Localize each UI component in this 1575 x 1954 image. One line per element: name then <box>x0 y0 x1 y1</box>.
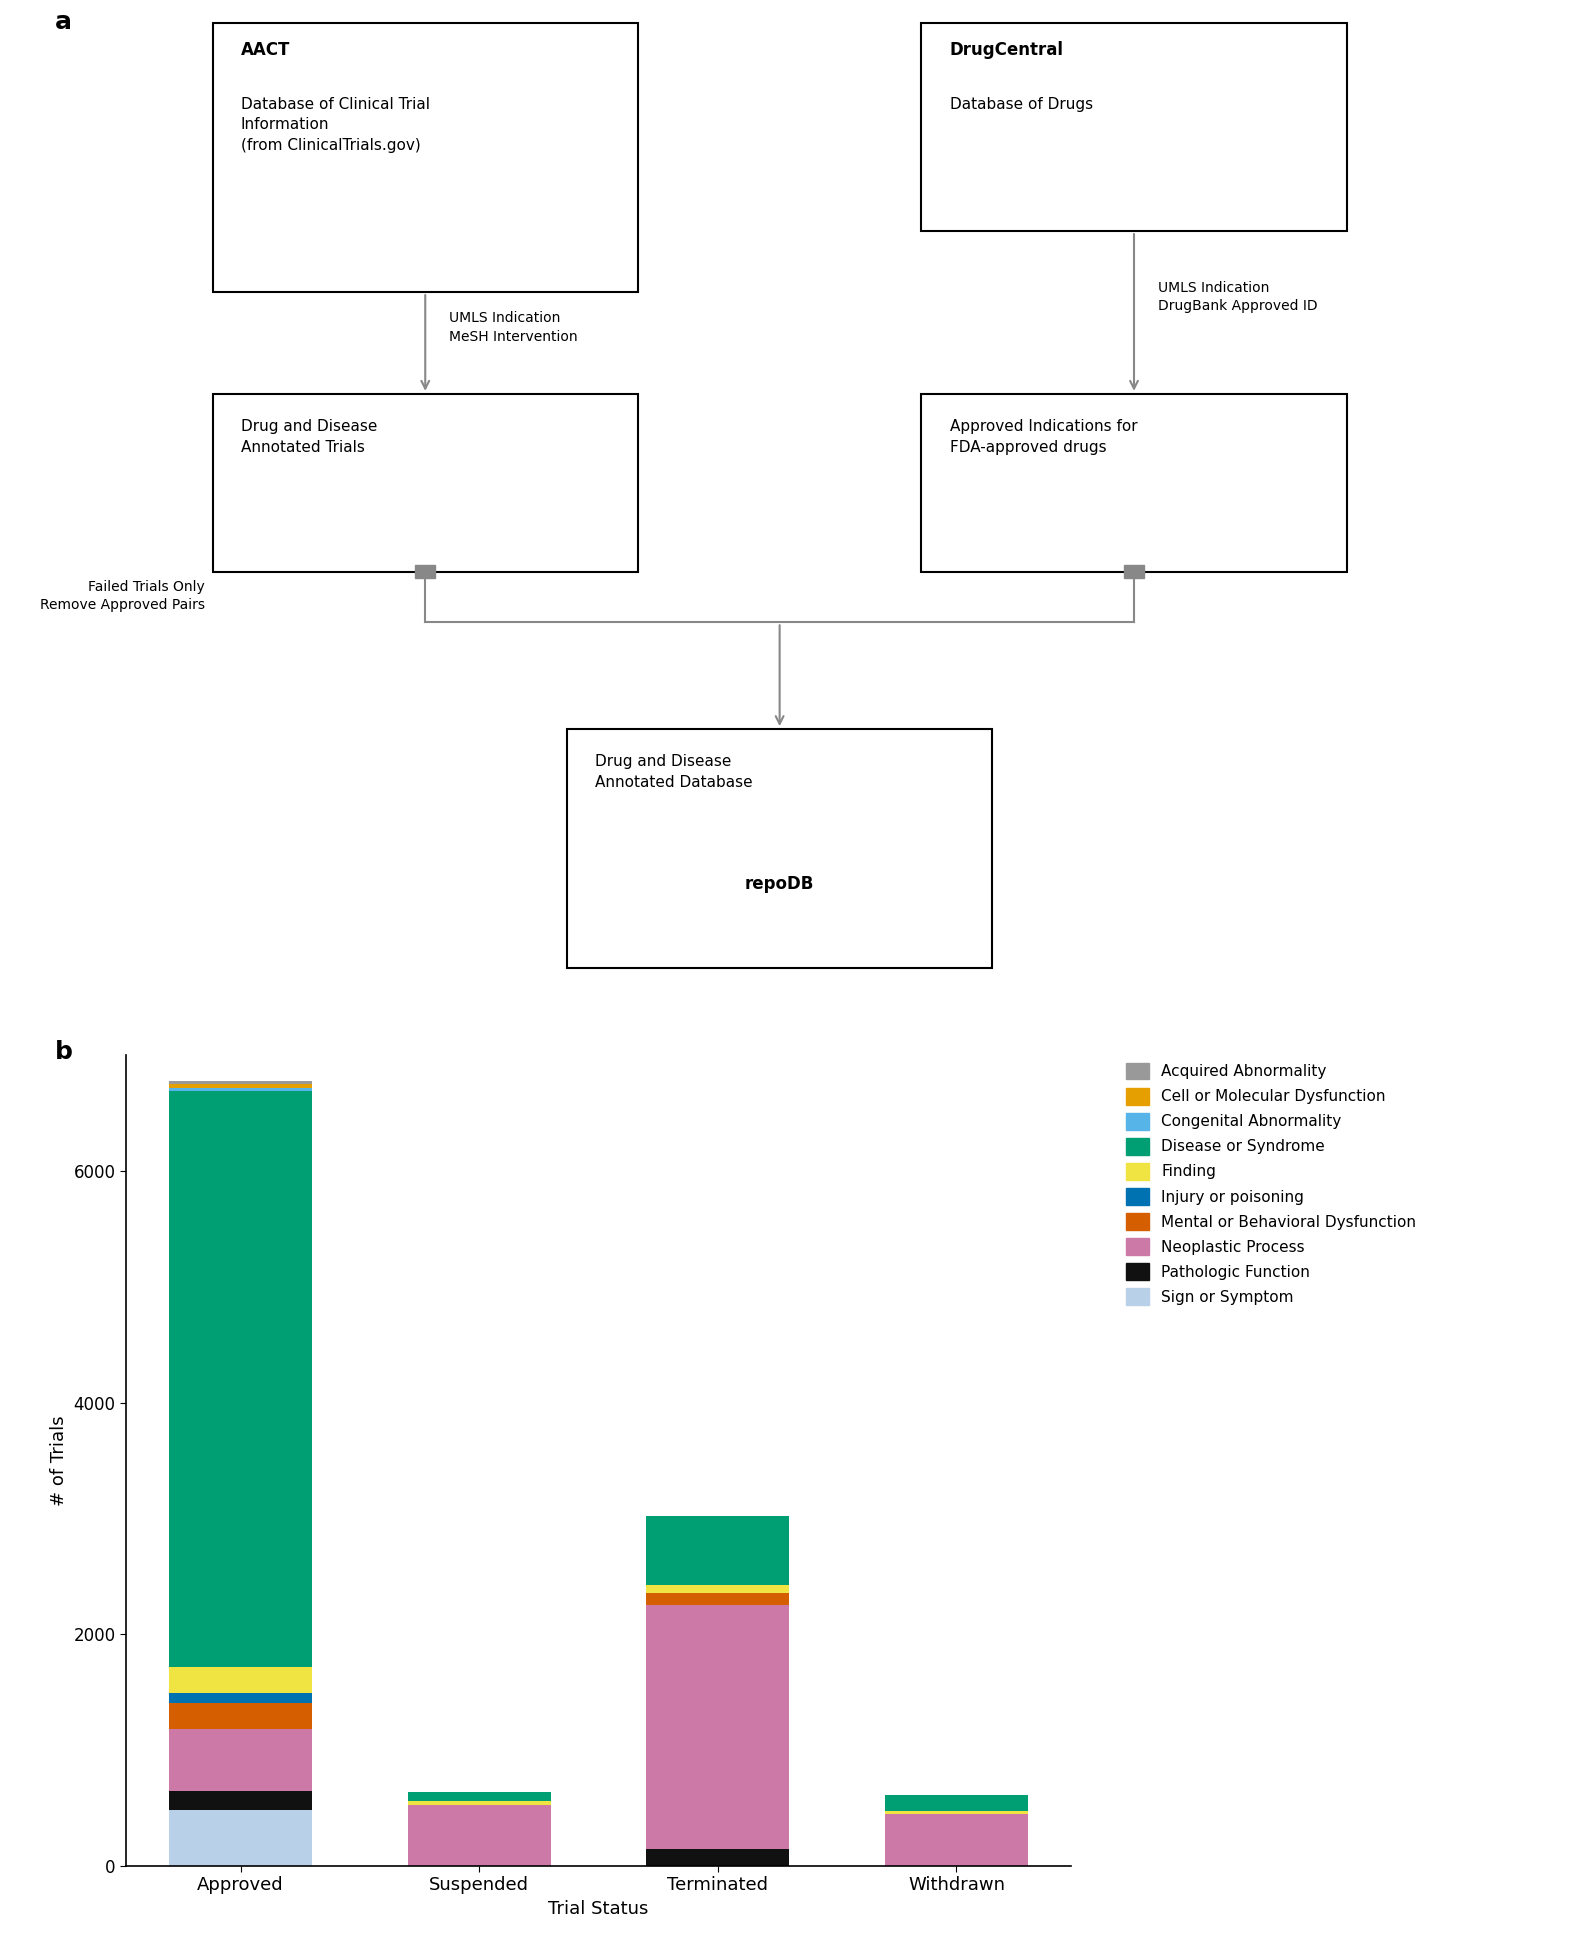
Text: Drug and Disease
Annotated Database: Drug and Disease Annotated Database <box>595 754 753 789</box>
Text: AACT: AACT <box>241 41 290 59</box>
Text: UMLS Indication
DrugBank Approved ID: UMLS Indication DrugBank Approved ID <box>1158 281 1317 313</box>
Text: DrugCentral: DrugCentral <box>950 41 1063 59</box>
Bar <box>885 1813 1028 1866</box>
Bar <box>408 1805 551 1866</box>
Y-axis label: # of Trials: # of Trials <box>50 1415 68 1507</box>
Bar <box>567 729 992 967</box>
Bar <box>885 1796 1028 1811</box>
Bar <box>169 1090 312 1667</box>
Bar <box>646 1593 789 1606</box>
Bar <box>169 1694 312 1702</box>
Text: UMLS Indication
MeSH Intervention: UMLS Indication MeSH Intervention <box>449 311 578 344</box>
Bar <box>646 1585 789 1593</box>
Bar <box>169 1729 312 1790</box>
Text: Drug and Disease
Annotated Trials: Drug and Disease Annotated Trials <box>241 420 378 455</box>
Bar <box>169 1084 312 1088</box>
Bar <box>169 1081 312 1084</box>
Bar <box>213 395 638 571</box>
Bar <box>169 1790 312 1811</box>
Bar <box>416 565 435 578</box>
Text: a: a <box>55 10 72 33</box>
Bar <box>408 1802 551 1805</box>
Bar <box>169 1088 312 1090</box>
Bar <box>921 23 1347 231</box>
Bar <box>169 1811 312 1866</box>
Bar <box>408 1792 551 1802</box>
Text: Failed Trials Only
Remove Approved Pairs: Failed Trials Only Remove Approved Pairs <box>39 580 205 612</box>
Text: Database of Clinical Trial
Information
(from ClinicalTrials.gov): Database of Clinical Trial Information (… <box>241 98 430 152</box>
Bar <box>1125 565 1143 578</box>
Bar <box>169 1702 312 1729</box>
Text: Database of Drugs: Database of Drugs <box>950 98 1093 111</box>
Legend: Acquired Abnormality, Cell or Molecular Dysfunction, Congenital Abnormality, Dis: Acquired Abnormality, Cell or Molecular … <box>1126 1063 1416 1305</box>
Bar <box>885 1811 1028 1813</box>
Bar <box>921 395 1347 571</box>
X-axis label: Trial Status: Trial Status <box>548 1899 649 1919</box>
Bar <box>169 1667 312 1694</box>
Bar <box>646 1606 789 1848</box>
Text: repoDB: repoDB <box>745 875 814 893</box>
Bar <box>646 1516 789 1585</box>
Text: Approved Indications for
FDA-approved drugs: Approved Indications for FDA-approved dr… <box>950 420 1137 455</box>
Bar <box>646 1848 789 1866</box>
Bar <box>213 23 638 291</box>
Text: b: b <box>55 1040 72 1063</box>
